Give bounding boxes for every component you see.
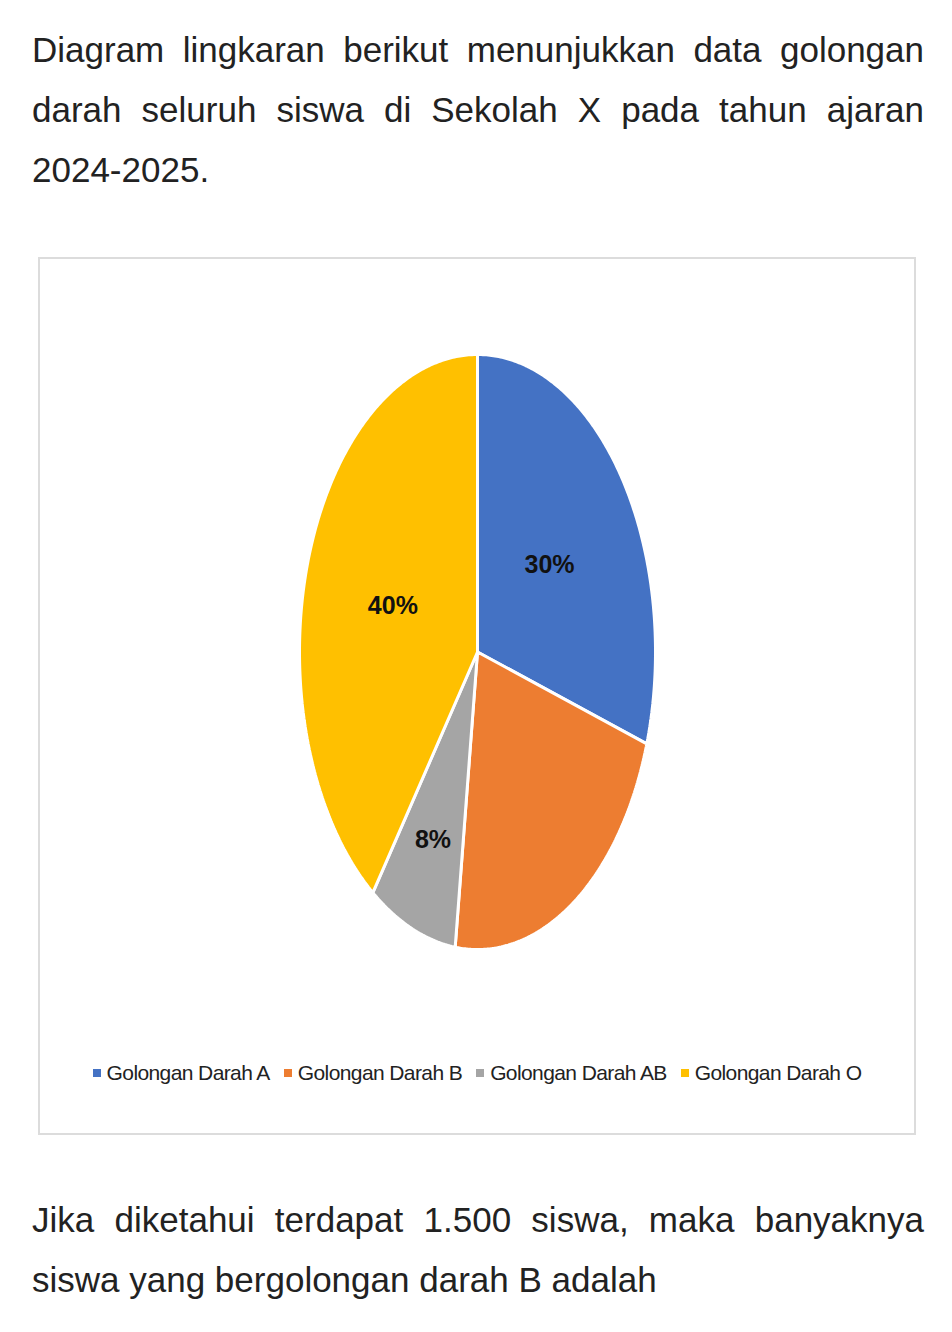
html-text:Diagram lingkaran berikut menu: Diagram lingkaran berikut menunjukkan da… — [32, 30, 924, 189]
html-text:Golongan Darah AB: Golongan Darah AB — [490, 1061, 667, 1084]
html-text:Golongan Darah O: Golongan Darah O — [694, 1061, 862, 1084]
svg-text:40%: 40% — [368, 591, 418, 619]
html-text:Golongan Darah A: Golongan Darah A — [106, 1061, 270, 1084]
html-text:Jika diketahui terdapat 1.500: Jika diketahui terdapat 1.500 siswa, mak… — [32, 1200, 924, 1299]
html-text:Golongan Darah B: Golongan Darah B — [297, 1061, 463, 1084]
svg-text:8%: 8% — [415, 825, 451, 853]
svg-text:30%: 30% — [524, 550, 574, 578]
